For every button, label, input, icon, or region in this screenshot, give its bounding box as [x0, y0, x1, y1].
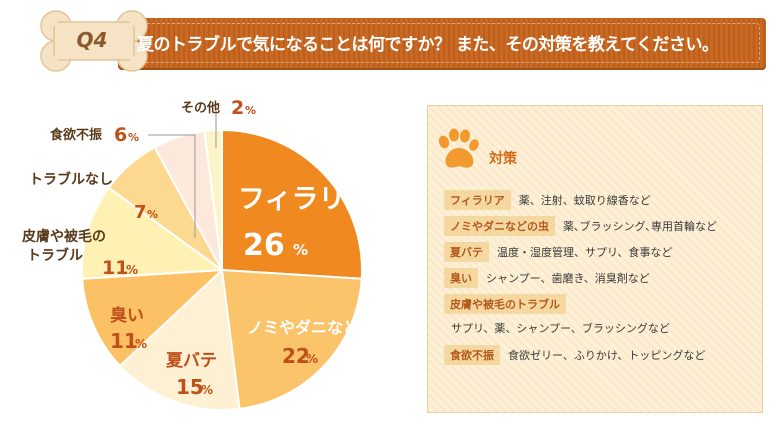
slice-label-4-line1: 皮膚や被毛の — [21, 228, 106, 245]
countermeasure-desc: サプリ、薬、シャンプー、ブラッシングなど — [451, 322, 670, 335]
slice-value-2: 15 % — [176, 375, 213, 399]
pie-slice-1 — [220, 268, 363, 411]
slice-value-6: 6 % — [114, 124, 139, 146]
countermeasure-row: ノミやダニなどの虫 薬､ブラッシング､専用首輪など — [444, 216, 717, 236]
svg-text:%: % — [147, 208, 158, 221]
svg-text:11: 11 — [110, 329, 138, 353]
slice-label-1: ノミやダニなどの虫 — [247, 318, 391, 337]
pie-slice-7 — [203, 128, 223, 271]
countermeasure-tag: 臭い — [444, 268, 478, 288]
countermeasure-tag: 皮膚や被毛のトラブル — [444, 294, 566, 314]
panel-title: 対策 — [489, 151, 517, 167]
pie-slice-3 — [81, 268, 225, 368]
svg-text:2: 2 — [231, 97, 244, 119]
countermeasure-tag: 夏バテ — [444, 242, 489, 262]
bone-icon — [40, 10, 148, 72]
slice-label-3: 臭い — [110, 305, 144, 326]
countermeasure-tag: ノミやダニなどの虫 — [444, 216, 555, 236]
leader-line-6 — [148, 134, 196, 238]
slice-value-7: 2 % — [231, 97, 256, 119]
slice-value-0: 26 % — [243, 228, 308, 263]
slice-value-5: 7 % — [134, 202, 158, 223]
slice-value-4: 11 % — [102, 257, 138, 279]
svg-text:%: % — [245, 104, 256, 117]
slice-label-7: その他 — [181, 100, 220, 116]
svg-text:%: % — [126, 263, 138, 277]
countermeasure-row: 食欲不振 食欲ゼリー、ふりかけ、トッピングなど — [444, 345, 705, 365]
svg-text:%: % — [135, 337, 147, 351]
paw-icon — [438, 128, 479, 168]
countermeasure-tag: フィラリア — [444, 190, 511, 210]
pie-slice-2 — [118, 267, 241, 411]
pie-chart: フィラリア 26 % ノミやダニなどの虫 22 % 夏バテ 15 % 臭い 11… — [21, 97, 391, 411]
slice-label-4-line2: トラブル — [27, 247, 83, 264]
countermeasure-row: フィラリア 薬、注射、蚊取り線香など — [444, 190, 651, 210]
slice-value-1: 22 % — [282, 344, 318, 368]
countermeasure-desc: 薬、注射、蚊取り線香など — [518, 194, 651, 207]
slice-label-6: 食欲不振 — [50, 127, 102, 143]
svg-text:11: 11 — [102, 257, 128, 279]
svg-text:%: % — [306, 352, 318, 366]
countermeasure-row: 皮膚や被毛のトラブル — [444, 294, 574, 314]
page-title: 夏のトラブルで気になることは何ですか？ また、その対策を教えてください。 — [137, 35, 719, 55]
svg-text:22: 22 — [282, 344, 310, 368]
countermeasure-row: 臭い シャンプー、歯磨き、消臭剤など — [444, 268, 650, 288]
svg-text:%: % — [128, 131, 139, 144]
slice-label-0: フィラリア — [238, 184, 372, 215]
header-bar — [118, 18, 766, 68]
countermeasure-desc: 薬､ブラッシング､専用首輪など — [563, 220, 717, 233]
slice-value-3: 11 % — [110, 329, 147, 353]
pie-slice-4 — [81, 186, 225, 280]
countermeasure-row: 夏バテ 温度・湿度管理、サプリ、食事など — [444, 242, 672, 262]
svg-text:%: % — [201, 383, 213, 397]
countermeasure-tag: 食欲不振 — [444, 345, 500, 365]
slice-label-5: トラブルなし — [29, 171, 113, 188]
countermeasure-desc: 温度・湿度管理、サプリ、食事など — [497, 246, 673, 259]
pie-slice-0 — [221, 128, 363, 280]
countermeasure-desc: シャンプー、歯磨き、消臭剤など — [486, 272, 650, 285]
slice-label-2: 夏バテ — [166, 351, 217, 371]
svg-text:6: 6 — [114, 124, 127, 146]
question-number: Q4 — [76, 28, 108, 52]
svg-text:15: 15 — [176, 375, 204, 399]
svg-text:%: % — [293, 241, 308, 259]
svg-text:26: 26 — [243, 228, 285, 263]
svg-text:7: 7 — [134, 202, 147, 223]
countermeasure-desc: 食欲ゼリー、ふりかけ、トッピングなど — [508, 349, 706, 362]
